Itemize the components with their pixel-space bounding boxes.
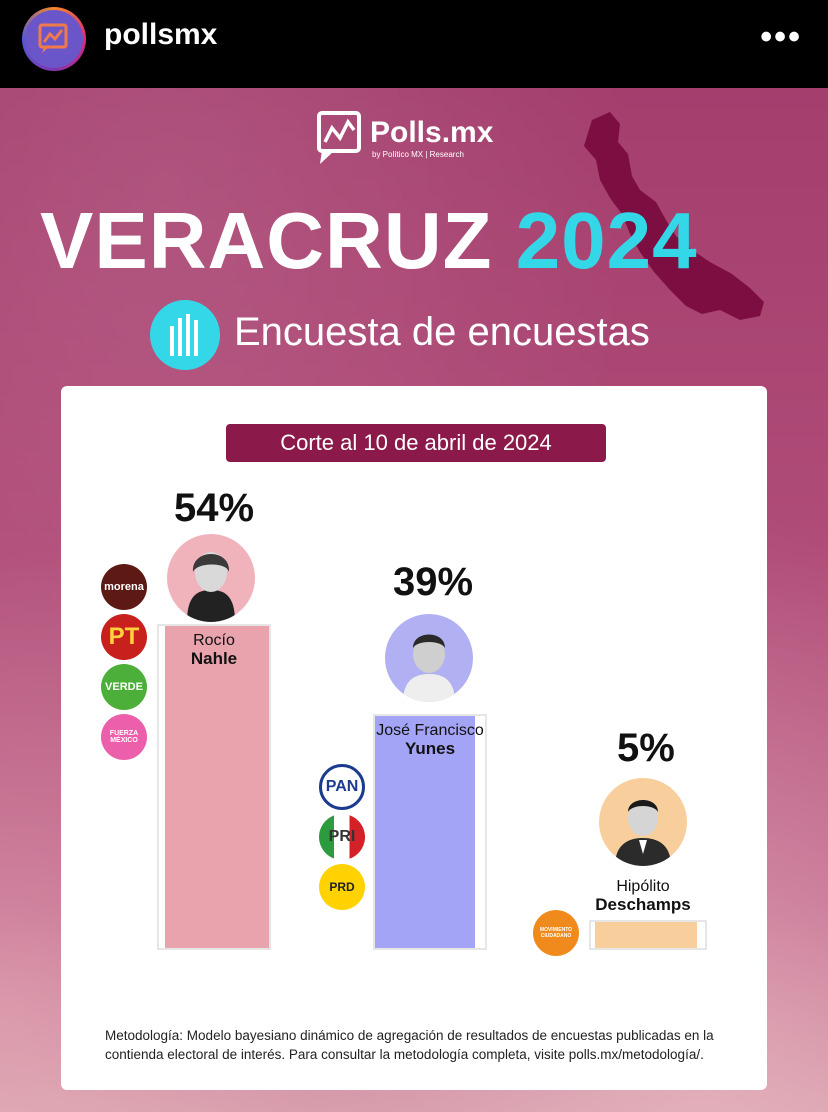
username[interactable]: pollsmx [104, 18, 218, 51]
party-verde-icon: VERDE [101, 664, 147, 710]
pct-label-yunes: 39% [393, 560, 474, 604]
candidate-first-name: Hipólito [616, 878, 670, 895]
post-header: pollsmx ••• [0, 0, 828, 88]
bar-fill-yunes [375, 716, 475, 948]
methodology-note: Metodología: Modelo bayesiano dinámico d… [105, 1028, 714, 1062]
bar-deschamps [589, 920, 707, 950]
party-movimiento-ciudadano-icon: MOVIMIENTO CIUDADANO [533, 910, 579, 956]
brand-logo: Polls.mx by Político MX | Research [316, 110, 493, 166]
pollsmx-logo-icon [25, 10, 83, 68]
chart-card: Corte al 10 de abril de 2024 54% Rocío N… [61, 386, 767, 1090]
brand-name: Polls.mx [370, 115, 494, 149]
title-year: 2024 [515, 196, 698, 285]
candidate-photo-nahle [167, 534, 255, 622]
title-state: VERACRUZ [40, 196, 493, 285]
veracruz-map-icon [584, 112, 764, 320]
party-pri-icon: PRI [319, 814, 365, 860]
party-fuerza-mexico-icon: FUERZA MÉXICO [101, 714, 147, 760]
pct-label-nahle: 54% [174, 486, 255, 530]
page-title: VERACRUZ 2024 [40, 196, 698, 286]
party-prd-icon: PRD [319, 864, 365, 910]
bar-yunes [373, 714, 487, 950]
pct-label-deschamps: 5% [617, 726, 675, 770]
candidate-last-name: Yunes [404, 739, 456, 758]
candidate-name-nahle: Rocío Nahle [157, 632, 271, 668]
candidate-name-deschamps: Hipólito Deschamps [589, 878, 697, 914]
candidate-first-name: Rocío [193, 632, 235, 649]
subtitle: Encuesta de encuestas [234, 310, 650, 354]
avatar[interactable] [22, 7, 86, 71]
bar-nahle [157, 624, 271, 950]
candidate-last-name: Deschamps [595, 895, 691, 914]
party-pan-icon: PAN [319, 764, 365, 810]
date-label: Corte al 10 de abril de 2024 [226, 424, 606, 462]
candidate-name-yunes: José Francisco Yunes [366, 722, 494, 758]
bar-fill-deschamps [595, 922, 697, 948]
polls-logo-icon [317, 111, 361, 164]
candidate-photo-yunes [385, 614, 473, 702]
candidate-first-name: José Francisco [376, 722, 484, 739]
more-horizontal-icon[interactable]: ••• [760, 18, 802, 56]
post-image: Polls.mx by Político MX | Research VERAC… [0, 88, 828, 1112]
bar-fill-nahle [165, 626, 269, 948]
candidate-last-name: Nahle [190, 649, 238, 668]
party-morena-icon: morena [101, 564, 147, 610]
party-pt-icon: PT [101, 614, 147, 660]
candidate-photo-deschamps [599, 778, 687, 866]
brand-subtitle: by Político MX | Research [372, 149, 464, 159]
bars-icon [150, 300, 220, 370]
